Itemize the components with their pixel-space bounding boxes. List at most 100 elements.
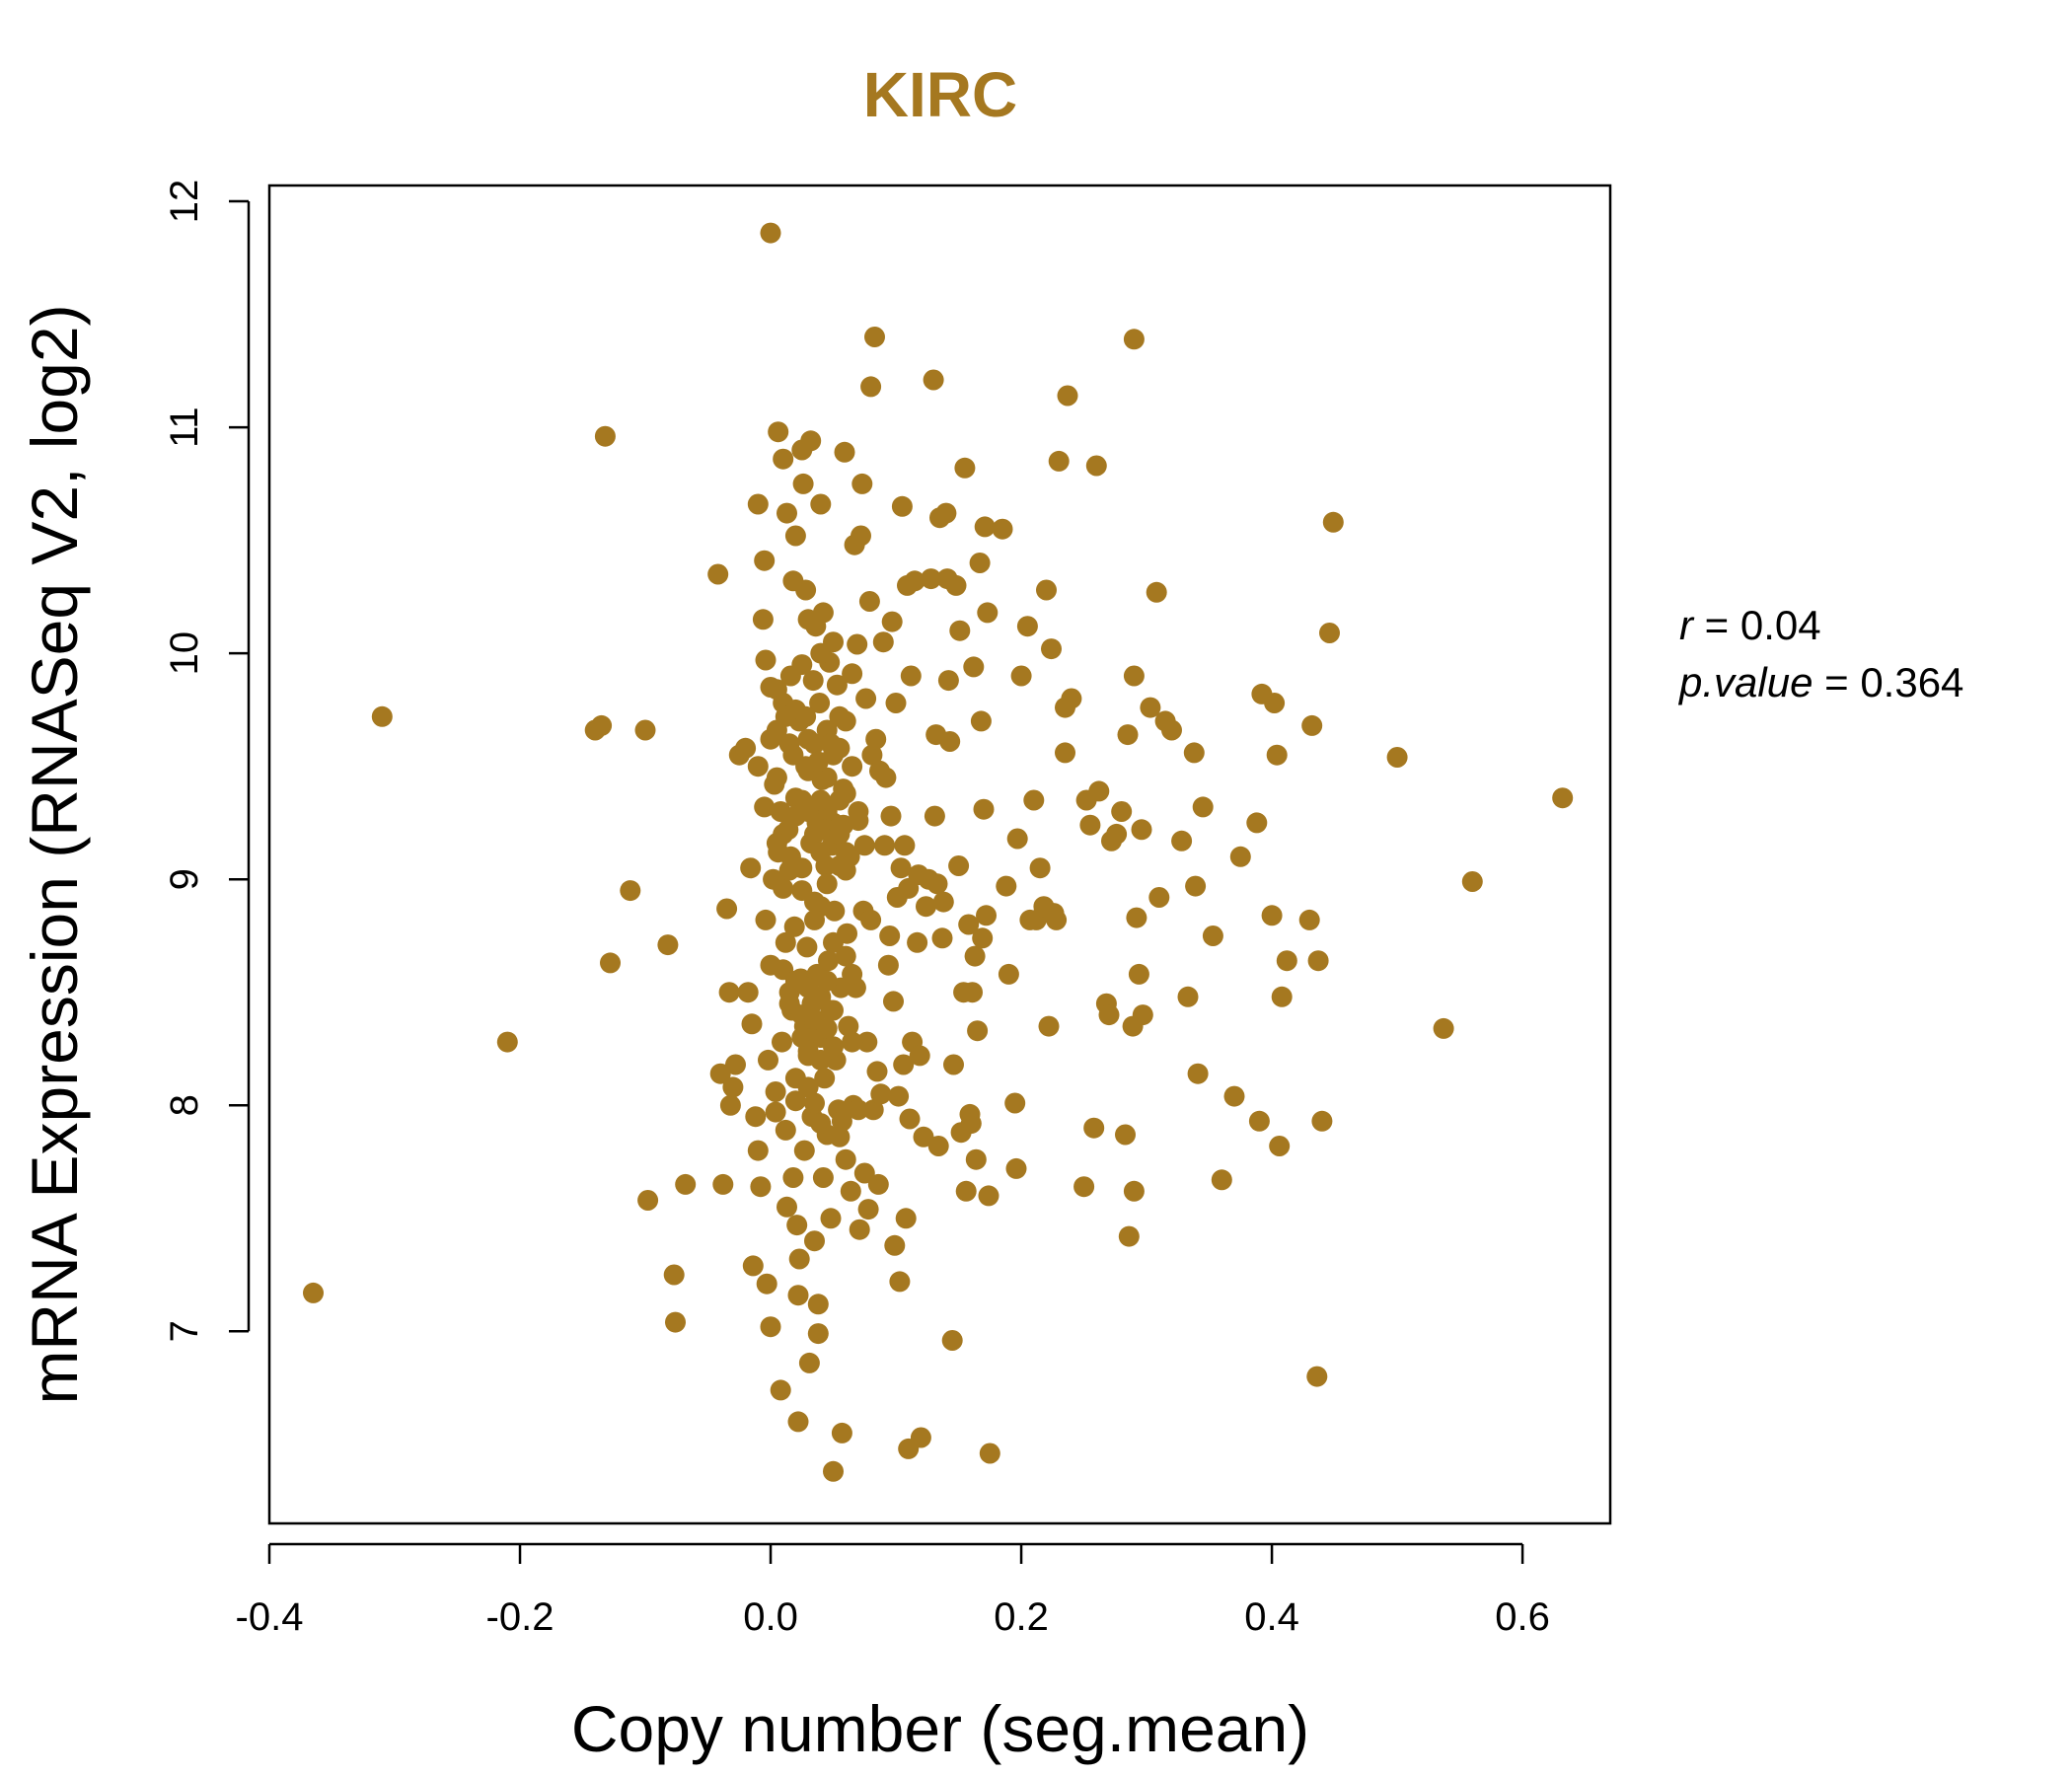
data-point-12 bbox=[665, 1311, 686, 1333]
data-point-133 bbox=[842, 663, 863, 685]
data-point-335 bbox=[829, 823, 851, 845]
data-point-105 bbox=[812, 1167, 834, 1188]
data-point-282 bbox=[1185, 875, 1207, 897]
data-point-182 bbox=[904, 570, 925, 592]
data-point-148 bbox=[860, 376, 882, 398]
data-point-292 bbox=[1261, 905, 1283, 926]
data-point-116 bbox=[823, 1460, 844, 1482]
data-point-24 bbox=[737, 982, 759, 1003]
chart-title: KIRC bbox=[863, 59, 1017, 130]
data-point-305 bbox=[1386, 747, 1408, 768]
data-point-139 bbox=[849, 1219, 870, 1240]
data-point-346 bbox=[842, 1031, 863, 1053]
data-point-88 bbox=[800, 430, 822, 452]
data-point-26 bbox=[741, 1013, 763, 1035]
data-point-165 bbox=[883, 991, 904, 1012]
data-point-147 bbox=[858, 591, 880, 612]
x-tick-label-4: 0.4 bbox=[1244, 1595, 1299, 1639]
data-point-371 bbox=[782, 744, 804, 766]
data-point-67 bbox=[784, 525, 806, 547]
data-point-361 bbox=[804, 909, 825, 930]
data-point-329 bbox=[823, 999, 844, 1021]
data-point-179 bbox=[899, 1108, 921, 1130]
p-equals: = bbox=[1813, 659, 1860, 705]
data-point-220 bbox=[969, 553, 991, 573]
data-point-8 bbox=[634, 719, 656, 741]
data-point-309 bbox=[760, 677, 781, 698]
data-point-293 bbox=[1264, 693, 1286, 713]
data-point-377 bbox=[848, 801, 869, 822]
data-point-222 bbox=[972, 927, 994, 949]
data-point-174 bbox=[894, 835, 916, 856]
data-point-183 bbox=[907, 931, 928, 953]
data-point-180 bbox=[900, 665, 922, 687]
data-point-188 bbox=[916, 896, 936, 918]
data-point-173 bbox=[893, 1054, 915, 1075]
data-point-191 bbox=[923, 369, 944, 391]
data-point-56 bbox=[775, 931, 796, 953]
data-point-374 bbox=[820, 733, 842, 755]
data-point-357 bbox=[810, 1113, 832, 1135]
data-point-211 bbox=[955, 1180, 977, 1202]
data-points bbox=[303, 222, 1574, 1482]
data-point-14 bbox=[707, 563, 729, 585]
data-point-33 bbox=[754, 550, 776, 571]
x-tick-label-5: 0.6 bbox=[1495, 1595, 1550, 1639]
data-point-7 bbox=[620, 880, 641, 902]
data-point-57 bbox=[777, 1196, 797, 1218]
data-point-235 bbox=[1010, 665, 1032, 687]
data-point-163 bbox=[880, 805, 902, 827]
data-point-240 bbox=[1029, 857, 1051, 879]
data-point-267 bbox=[1123, 329, 1145, 350]
data-point-229 bbox=[992, 518, 1013, 540]
data-point-217 bbox=[964, 945, 986, 967]
data-point-344 bbox=[816, 1017, 838, 1039]
data-point-270 bbox=[1126, 907, 1147, 928]
data-point-111 bbox=[818, 950, 839, 972]
data-point-348 bbox=[766, 833, 787, 853]
data-point-268 bbox=[1123, 665, 1145, 687]
data-point-82 bbox=[795, 579, 817, 601]
r-annotation: r = 0.04 bbox=[1679, 602, 1821, 648]
data-point-101 bbox=[810, 493, 832, 515]
data-point-232 bbox=[1004, 1092, 1026, 1114]
data-point-187 bbox=[913, 1126, 934, 1147]
data-point-201 bbox=[937, 670, 959, 692]
data-point-50 bbox=[770, 1379, 791, 1401]
data-point-307 bbox=[1461, 871, 1483, 892]
data-point-114 bbox=[820, 1208, 842, 1229]
data-point-32 bbox=[752, 609, 774, 630]
data-point-87 bbox=[798, 1352, 820, 1373]
data-point-150 bbox=[861, 744, 883, 766]
data-point-254 bbox=[1079, 814, 1101, 836]
data-point-159 bbox=[874, 835, 896, 856]
p-value: 0.364 bbox=[1860, 659, 1963, 705]
data-point-265 bbox=[1118, 1225, 1140, 1247]
y-tick-label-2: 9 bbox=[163, 868, 206, 890]
data-point-140 bbox=[851, 525, 871, 547]
data-point-347 bbox=[754, 796, 776, 818]
data-point-127 bbox=[834, 441, 855, 463]
plot-frame bbox=[267, 184, 1612, 1525]
data-point-107 bbox=[814, 1068, 836, 1089]
data-point-236 bbox=[1016, 616, 1038, 637]
data-point-337 bbox=[804, 733, 825, 755]
data-point-72 bbox=[787, 1285, 809, 1306]
data-point-199 bbox=[935, 502, 957, 524]
data-point-54 bbox=[773, 877, 794, 899]
data-point-0 bbox=[303, 1282, 324, 1303]
data-point-263 bbox=[1115, 1124, 1136, 1146]
data-point-327 bbox=[810, 986, 832, 1007]
data-point-11 bbox=[663, 1264, 685, 1286]
data-point-230 bbox=[996, 875, 1017, 897]
data-point-137 bbox=[847, 633, 868, 655]
data-point-1 bbox=[371, 705, 393, 727]
data-point-120 bbox=[826, 674, 848, 696]
data-point-372 bbox=[795, 705, 817, 727]
data-point-365 bbox=[791, 654, 813, 676]
data-point-186 bbox=[910, 1427, 931, 1448]
data-point-80 bbox=[793, 1140, 815, 1161]
data-point-255 bbox=[1083, 1117, 1105, 1139]
data-point-219 bbox=[967, 1020, 989, 1042]
data-point-242 bbox=[1036, 579, 1057, 601]
